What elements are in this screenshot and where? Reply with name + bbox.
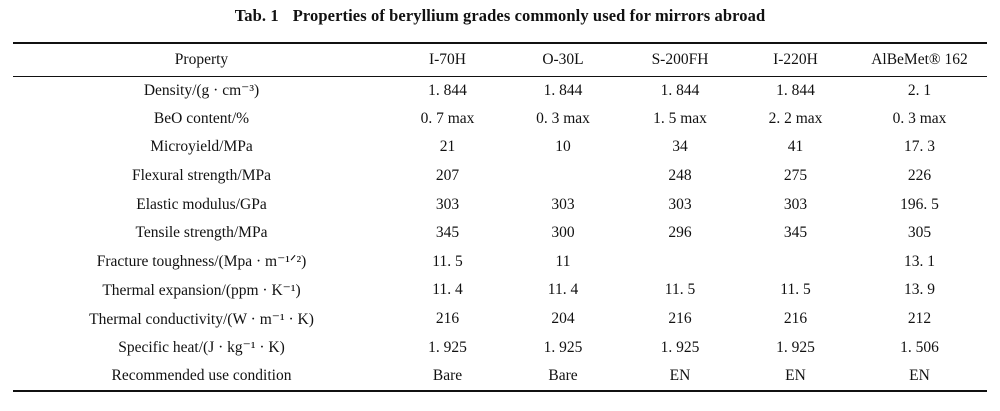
value-cell xyxy=(739,248,852,277)
table-row: Thermal conductivity/(W · m⁻¹ · K) 216 204… xyxy=(13,305,987,334)
value-cell: 300 xyxy=(551,224,575,242)
value-cell: 1. 844 xyxy=(543,81,583,99)
value-cell: 303 xyxy=(783,195,808,213)
column-header-o-30l: O-30L xyxy=(505,42,621,77)
value-cell: 0. 3 max xyxy=(892,109,947,127)
value-cell: 11. 5 xyxy=(664,281,696,299)
value-cell: 0. 7 max xyxy=(420,109,475,127)
value-cell: 204 xyxy=(551,310,575,328)
table-row: Flexural strength/MPa 207 248 275 226 xyxy=(13,162,987,191)
table-row: Recommended use condition Bare Bare EN EN EN xyxy=(13,361,987,392)
value-cell: 303 xyxy=(668,195,692,213)
value-cell: 1. 844 xyxy=(428,81,467,99)
table-row: Density/(g · cm⁻³) 1. 844 1. 844 1. 844 1. 8… xyxy=(13,76,987,105)
value-cell: 248 xyxy=(668,167,692,185)
value-cell: 216 xyxy=(783,310,808,328)
value-cell: 345 xyxy=(783,224,808,242)
value-cell: 303 xyxy=(551,195,575,213)
value-cell xyxy=(621,248,739,277)
table-row: Microyield/MPa 21 10 34 41 17. 3 xyxy=(13,133,987,162)
value-cell: 196. 5 xyxy=(900,195,939,213)
value-cell: 2. 1 xyxy=(907,81,932,99)
value-cell: 11 xyxy=(555,252,571,270)
property-name-cell: Tensile strength/MPa xyxy=(135,224,268,242)
value-cell: 13. 9 xyxy=(904,281,935,299)
value-cell: 21 xyxy=(439,138,456,156)
table-title: Properties of beryllium grades commonly … xyxy=(292,6,766,25)
value-cell: 1. 844 xyxy=(660,81,700,99)
column-header-i-70h: I-70H xyxy=(390,42,505,77)
value-cell: 296 xyxy=(668,224,692,242)
value-cell: 11. 5 xyxy=(432,252,463,270)
property-name-cell: Elastic modulus/GPa xyxy=(136,195,267,213)
value-cell: 0. 3 max xyxy=(536,109,590,127)
value-cell: EN xyxy=(852,361,987,392)
value-cell: 1. 925 xyxy=(660,338,700,356)
value-cell: 303 xyxy=(435,195,460,213)
value-cell: 226 xyxy=(907,167,932,185)
property-name-cell: Density/(g · cm⁻³) xyxy=(143,82,260,100)
value-cell: 207 xyxy=(435,167,460,185)
value-cell: 11. 4 xyxy=(547,281,579,299)
value-cell: 1. 925 xyxy=(428,338,467,356)
property-name-cell: BeO content/% xyxy=(153,109,250,127)
value-cell: 1. 925 xyxy=(543,338,583,356)
column-header-i-220h: I-220H xyxy=(739,42,852,77)
value-cell xyxy=(505,162,621,191)
property-name-cell: Specific heat/(J · kg⁻¹ · K) xyxy=(118,339,285,357)
value-cell: 1. 506 xyxy=(900,338,939,356)
table-row: Tensile strength/MPa 345 300 296 345 305 xyxy=(13,219,987,248)
column-header-s-200fh: S-200FH xyxy=(621,42,739,77)
table-caption: Tab. 1 Properties of beryllium grades com… xyxy=(0,6,1000,26)
value-cell: 11. 4 xyxy=(432,281,463,299)
column-header-property: Property xyxy=(13,42,390,77)
table-row: Specific heat/(J · kg⁻¹ · K) 1. 925 1. 925… xyxy=(13,333,987,362)
value-cell: 216 xyxy=(668,310,692,328)
value-cell: 13. 1 xyxy=(904,252,935,270)
value-cell: 305 xyxy=(907,224,932,242)
table-body: Density/(g · cm⁻³) 1. 844 1. 844 1. 844 1. 8… xyxy=(13,76,987,392)
table-row: BeO content/% 0. 7 max 0. 3 max 1. 5 max 2. … xyxy=(13,105,987,134)
header-row: Property I-70H O-30L S-200FH I-220H AlBe… xyxy=(13,42,987,77)
table-row: Fracture toughness/(Mpa · m⁻¹ᐟ²) 11. 5 11 1… xyxy=(13,248,987,277)
property-name-cell: Thermal conductivity/(W · m⁻¹ · K) xyxy=(89,310,314,328)
value-cell: 275 xyxy=(783,167,808,185)
value-cell: 345 xyxy=(435,224,460,242)
value-cell: 17. 3 xyxy=(904,138,935,156)
value-cell: 1. 5 max xyxy=(653,109,707,127)
value-cell: Bare xyxy=(390,361,505,392)
value-cell: EN xyxy=(739,361,852,392)
column-header-albemet-162: AlBeMet® 162 xyxy=(852,42,987,77)
value-cell: 34 xyxy=(672,138,688,156)
table-row: Thermal expansion/(ppm · K⁻¹) 11. 4 11. 4 1… xyxy=(13,276,987,305)
table-row: Elastic modulus/GPa 303 303 303 303 196. 5 xyxy=(13,190,987,219)
value-cell: 2. 2 max xyxy=(768,109,823,127)
value-cell: 11. 5 xyxy=(780,281,811,299)
properties-table: Property I-70H O-30L S-200FH I-220H AlBe… xyxy=(13,42,987,392)
value-cell: 1. 844 xyxy=(776,81,815,99)
value-cell: 216 xyxy=(435,310,460,328)
property-name-cell: Thermal expansion/(ppm · K⁻¹) xyxy=(102,281,301,299)
value-cell: EN xyxy=(621,361,739,392)
table-number: Tab. 1 xyxy=(234,6,279,25)
property-name-cell: Fracture toughness/(Mpa · m⁻¹ᐟ²) xyxy=(96,253,307,271)
value-cell: 10 xyxy=(555,138,571,156)
property-name-cell: Recommended use condition xyxy=(13,361,390,392)
value-cell: 1. 925 xyxy=(776,338,815,356)
value-cell: Bare xyxy=(505,361,621,392)
property-name-cell: Flexural strength/MPa xyxy=(131,167,272,185)
value-cell: 212 xyxy=(907,310,932,328)
value-cell: 41 xyxy=(787,138,804,156)
property-name-cell: Microyield/MPa xyxy=(150,138,253,156)
